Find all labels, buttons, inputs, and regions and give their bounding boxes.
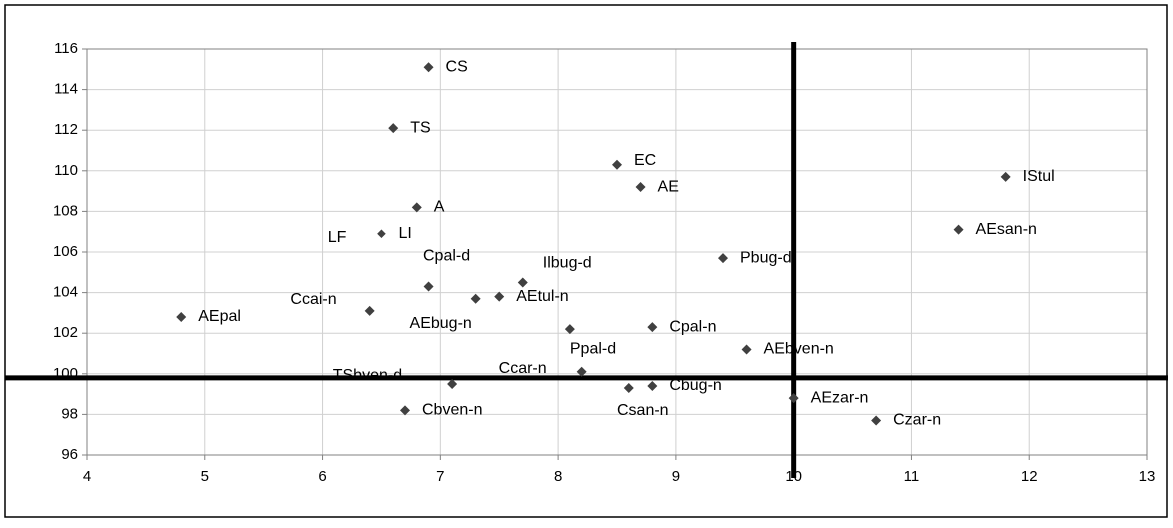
- point-label: Csan-n: [617, 402, 669, 419]
- point-label: EC: [634, 152, 656, 169]
- point: [364, 305, 375, 316]
- point-label: Ccai-n: [290, 291, 336, 308]
- point: [788, 393, 799, 404]
- point-label: Cpal-d: [423, 248, 470, 265]
- y-tick-label: 116: [54, 40, 78, 57]
- point: [647, 322, 658, 333]
- point: [718, 253, 728, 264]
- point: [1000, 171, 1011, 182]
- point-label: Cbven-n: [422, 402, 482, 419]
- y-tick-label: 110: [54, 162, 78, 179]
- point-label: Ppal-d: [570, 340, 616, 357]
- point-label: AE: [658, 178, 679, 195]
- point-label: TSbven-d: [333, 367, 402, 384]
- point-label: LF: [328, 229, 347, 246]
- y-tick-label: 98: [61, 405, 78, 422]
- y-tick-label: 114: [54, 81, 78, 98]
- y-tick-label: 112: [54, 121, 78, 138]
- x-tick-label: 6: [318, 468, 326, 485]
- point-label: Cpal-n: [669, 318, 716, 335]
- point: [623, 383, 634, 394]
- point: [388, 123, 399, 134]
- point: [517, 277, 528, 288]
- point: [447, 378, 458, 389]
- point-label: AEsan-n: [976, 221, 1037, 238]
- point: [400, 405, 410, 416]
- plot-area: [86, 48, 1148, 456]
- y-tick-label: 106: [53, 243, 78, 260]
- point: [176, 311, 187, 322]
- y-tick-label: 108: [53, 202, 78, 219]
- point-label: Ccar-n: [499, 360, 547, 377]
- x-tick-label: 4: [83, 468, 91, 485]
- x-tick-label: 9: [672, 468, 680, 485]
- point: [647, 380, 658, 391]
- point-label: AEzar-n: [811, 389, 869, 406]
- y-tick-label: 96: [61, 446, 78, 463]
- point: [576, 366, 587, 377]
- point-label: AEbug-n: [410, 315, 472, 332]
- point: [411, 202, 422, 213]
- x-tick-label: 12: [1021, 468, 1038, 485]
- point: [741, 344, 752, 355]
- y-tick-label: 104: [53, 284, 78, 301]
- point: [423, 62, 434, 73]
- point-label: IStul: [1023, 168, 1055, 185]
- x-tick-label: 5: [201, 468, 209, 485]
- point: [423, 281, 434, 292]
- point-label: AEbven-n: [764, 341, 834, 358]
- point: [494, 291, 505, 302]
- point: [375, 228, 388, 240]
- point-label: TS: [410, 119, 430, 136]
- point-label: Cbug-n: [669, 377, 721, 394]
- point: [564, 324, 575, 335]
- point-label: AEpal: [198, 308, 241, 325]
- point: [953, 224, 964, 235]
- y-tick-label: 102: [53, 324, 78, 341]
- point: [470, 293, 481, 304]
- x-tick-label: 13: [1139, 468, 1156, 485]
- point: [635, 182, 646, 193]
- point-label: CS: [446, 58, 468, 75]
- chart-frame: [4, 4, 1168, 518]
- point: [871, 415, 882, 426]
- point-label: Pbug-d: [740, 249, 792, 266]
- x-tick-label: 7: [436, 468, 444, 485]
- point-label: Czar-n: [893, 412, 941, 429]
- x-tick-label: 11: [904, 468, 920, 485]
- x-tick-label: 8: [554, 468, 562, 485]
- point-label: A: [434, 199, 445, 216]
- point-label: LI: [398, 225, 411, 242]
- point-label: Ilbug-d: [543, 255, 592, 272]
- point: [612, 159, 622, 170]
- point-label: AEtul-n: [516, 288, 568, 305]
